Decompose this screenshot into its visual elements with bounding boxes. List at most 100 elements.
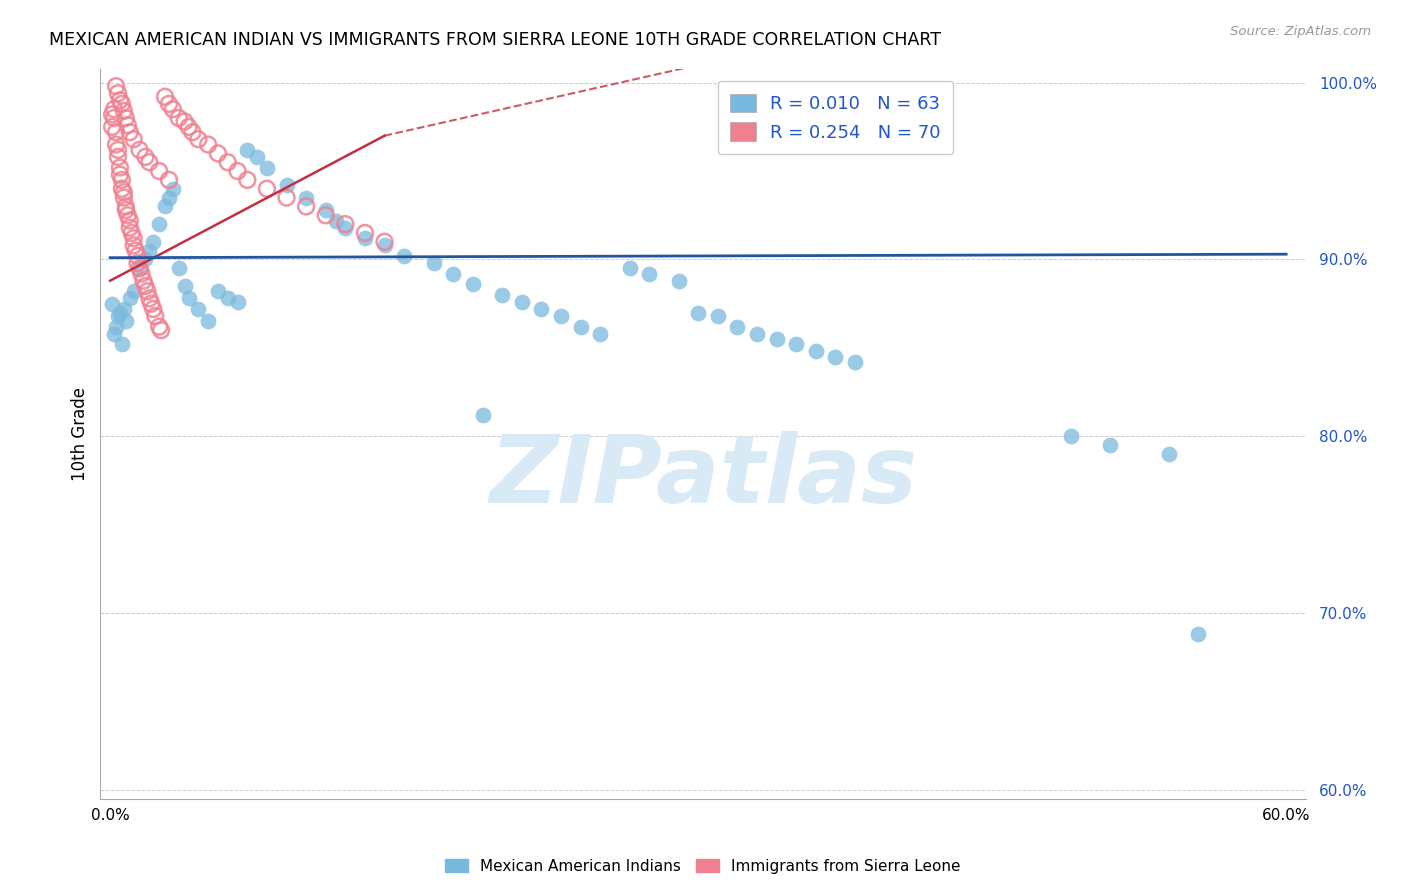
Point bbox=[706, 309, 728, 323]
Point bbox=[824, 350, 846, 364]
Point bbox=[256, 161, 278, 175]
Point bbox=[107, 143, 129, 157]
Point bbox=[471, 408, 494, 422]
Point bbox=[236, 173, 259, 187]
Point bbox=[1098, 438, 1121, 452]
Point bbox=[226, 294, 249, 309]
Point bbox=[117, 118, 139, 132]
Point bbox=[374, 238, 396, 252]
Point bbox=[111, 96, 134, 111]
Point bbox=[127, 249, 149, 263]
Point bbox=[157, 96, 180, 111]
Point bbox=[105, 137, 128, 152]
Text: MEXICAN AMERICAN INDIAN VS IMMIGRANTS FROM SIERRA LEONE 10TH GRADE CORRELATION C: MEXICAN AMERICAN INDIAN VS IMMIGRANTS FR… bbox=[49, 31, 941, 49]
Point bbox=[114, 111, 136, 125]
Point bbox=[111, 182, 134, 196]
Point bbox=[148, 217, 170, 231]
Point bbox=[1187, 627, 1209, 641]
Point bbox=[101, 120, 124, 134]
Point bbox=[177, 120, 200, 134]
Point bbox=[127, 256, 149, 270]
Point bbox=[138, 244, 160, 258]
Point bbox=[550, 309, 572, 323]
Point bbox=[108, 93, 131, 107]
Point bbox=[725, 319, 748, 334]
Legend: Mexican American Indians, Immigrants from Sierra Leone: Mexican American Indians, Immigrants fro… bbox=[439, 853, 967, 880]
Point bbox=[132, 274, 155, 288]
Point bbox=[107, 150, 129, 164]
Point bbox=[765, 332, 787, 346]
Point bbox=[217, 292, 239, 306]
Point bbox=[187, 132, 209, 146]
Point bbox=[153, 199, 176, 213]
Point bbox=[173, 279, 195, 293]
Point bbox=[114, 199, 136, 213]
Point bbox=[207, 285, 229, 299]
Point bbox=[157, 191, 180, 205]
Text: ZIPatlas: ZIPatlas bbox=[489, 432, 917, 524]
Point bbox=[108, 305, 131, 319]
Point bbox=[530, 301, 553, 316]
Point bbox=[122, 231, 145, 245]
Point bbox=[354, 226, 377, 240]
Point bbox=[276, 178, 298, 193]
Point bbox=[325, 213, 347, 227]
Point bbox=[197, 314, 219, 328]
Legend: R = 0.010   N = 63, R = 0.254   N = 70: R = 0.010 N = 63, R = 0.254 N = 70 bbox=[717, 81, 953, 154]
Point bbox=[335, 217, 357, 231]
Point bbox=[153, 90, 176, 104]
Point bbox=[167, 261, 190, 276]
Point bbox=[441, 267, 464, 281]
Point bbox=[619, 261, 641, 276]
Point bbox=[105, 319, 128, 334]
Point bbox=[181, 125, 204, 139]
Point bbox=[107, 309, 129, 323]
Point bbox=[217, 155, 239, 169]
Point bbox=[134, 252, 156, 267]
Point bbox=[122, 238, 145, 252]
Point bbox=[162, 102, 184, 116]
Point bbox=[108, 161, 131, 175]
Point bbox=[226, 164, 249, 178]
Point bbox=[117, 208, 139, 222]
Point bbox=[138, 155, 160, 169]
Point bbox=[128, 261, 150, 276]
Point bbox=[112, 301, 135, 316]
Point bbox=[103, 102, 125, 116]
Point bbox=[122, 285, 145, 299]
Point bbox=[111, 337, 134, 351]
Point bbox=[569, 319, 592, 334]
Point bbox=[1157, 447, 1180, 461]
Point bbox=[128, 143, 150, 157]
Text: Source: ZipAtlas.com: Source: ZipAtlas.com bbox=[1230, 25, 1371, 38]
Point bbox=[124, 244, 146, 258]
Point bbox=[295, 191, 318, 205]
Point bbox=[236, 143, 259, 157]
Point bbox=[392, 249, 415, 263]
Point bbox=[103, 326, 125, 341]
Point bbox=[157, 173, 180, 187]
Point bbox=[118, 125, 141, 139]
Point bbox=[315, 208, 337, 222]
Point bbox=[668, 274, 690, 288]
Point bbox=[114, 314, 136, 328]
Point bbox=[112, 191, 135, 205]
Point bbox=[134, 279, 156, 293]
Point bbox=[141, 296, 163, 310]
Point bbox=[197, 137, 219, 152]
Point bbox=[142, 235, 165, 249]
Point bbox=[374, 235, 396, 249]
Point bbox=[688, 305, 710, 319]
Point bbox=[128, 261, 150, 276]
Point bbox=[844, 355, 866, 369]
Point bbox=[118, 292, 141, 306]
Point bbox=[510, 294, 533, 309]
Point bbox=[107, 87, 129, 101]
Point bbox=[136, 285, 159, 299]
Point bbox=[589, 326, 612, 341]
Point bbox=[638, 267, 661, 281]
Point bbox=[745, 326, 768, 341]
Point bbox=[256, 182, 278, 196]
Point bbox=[118, 213, 141, 227]
Point bbox=[114, 202, 136, 217]
